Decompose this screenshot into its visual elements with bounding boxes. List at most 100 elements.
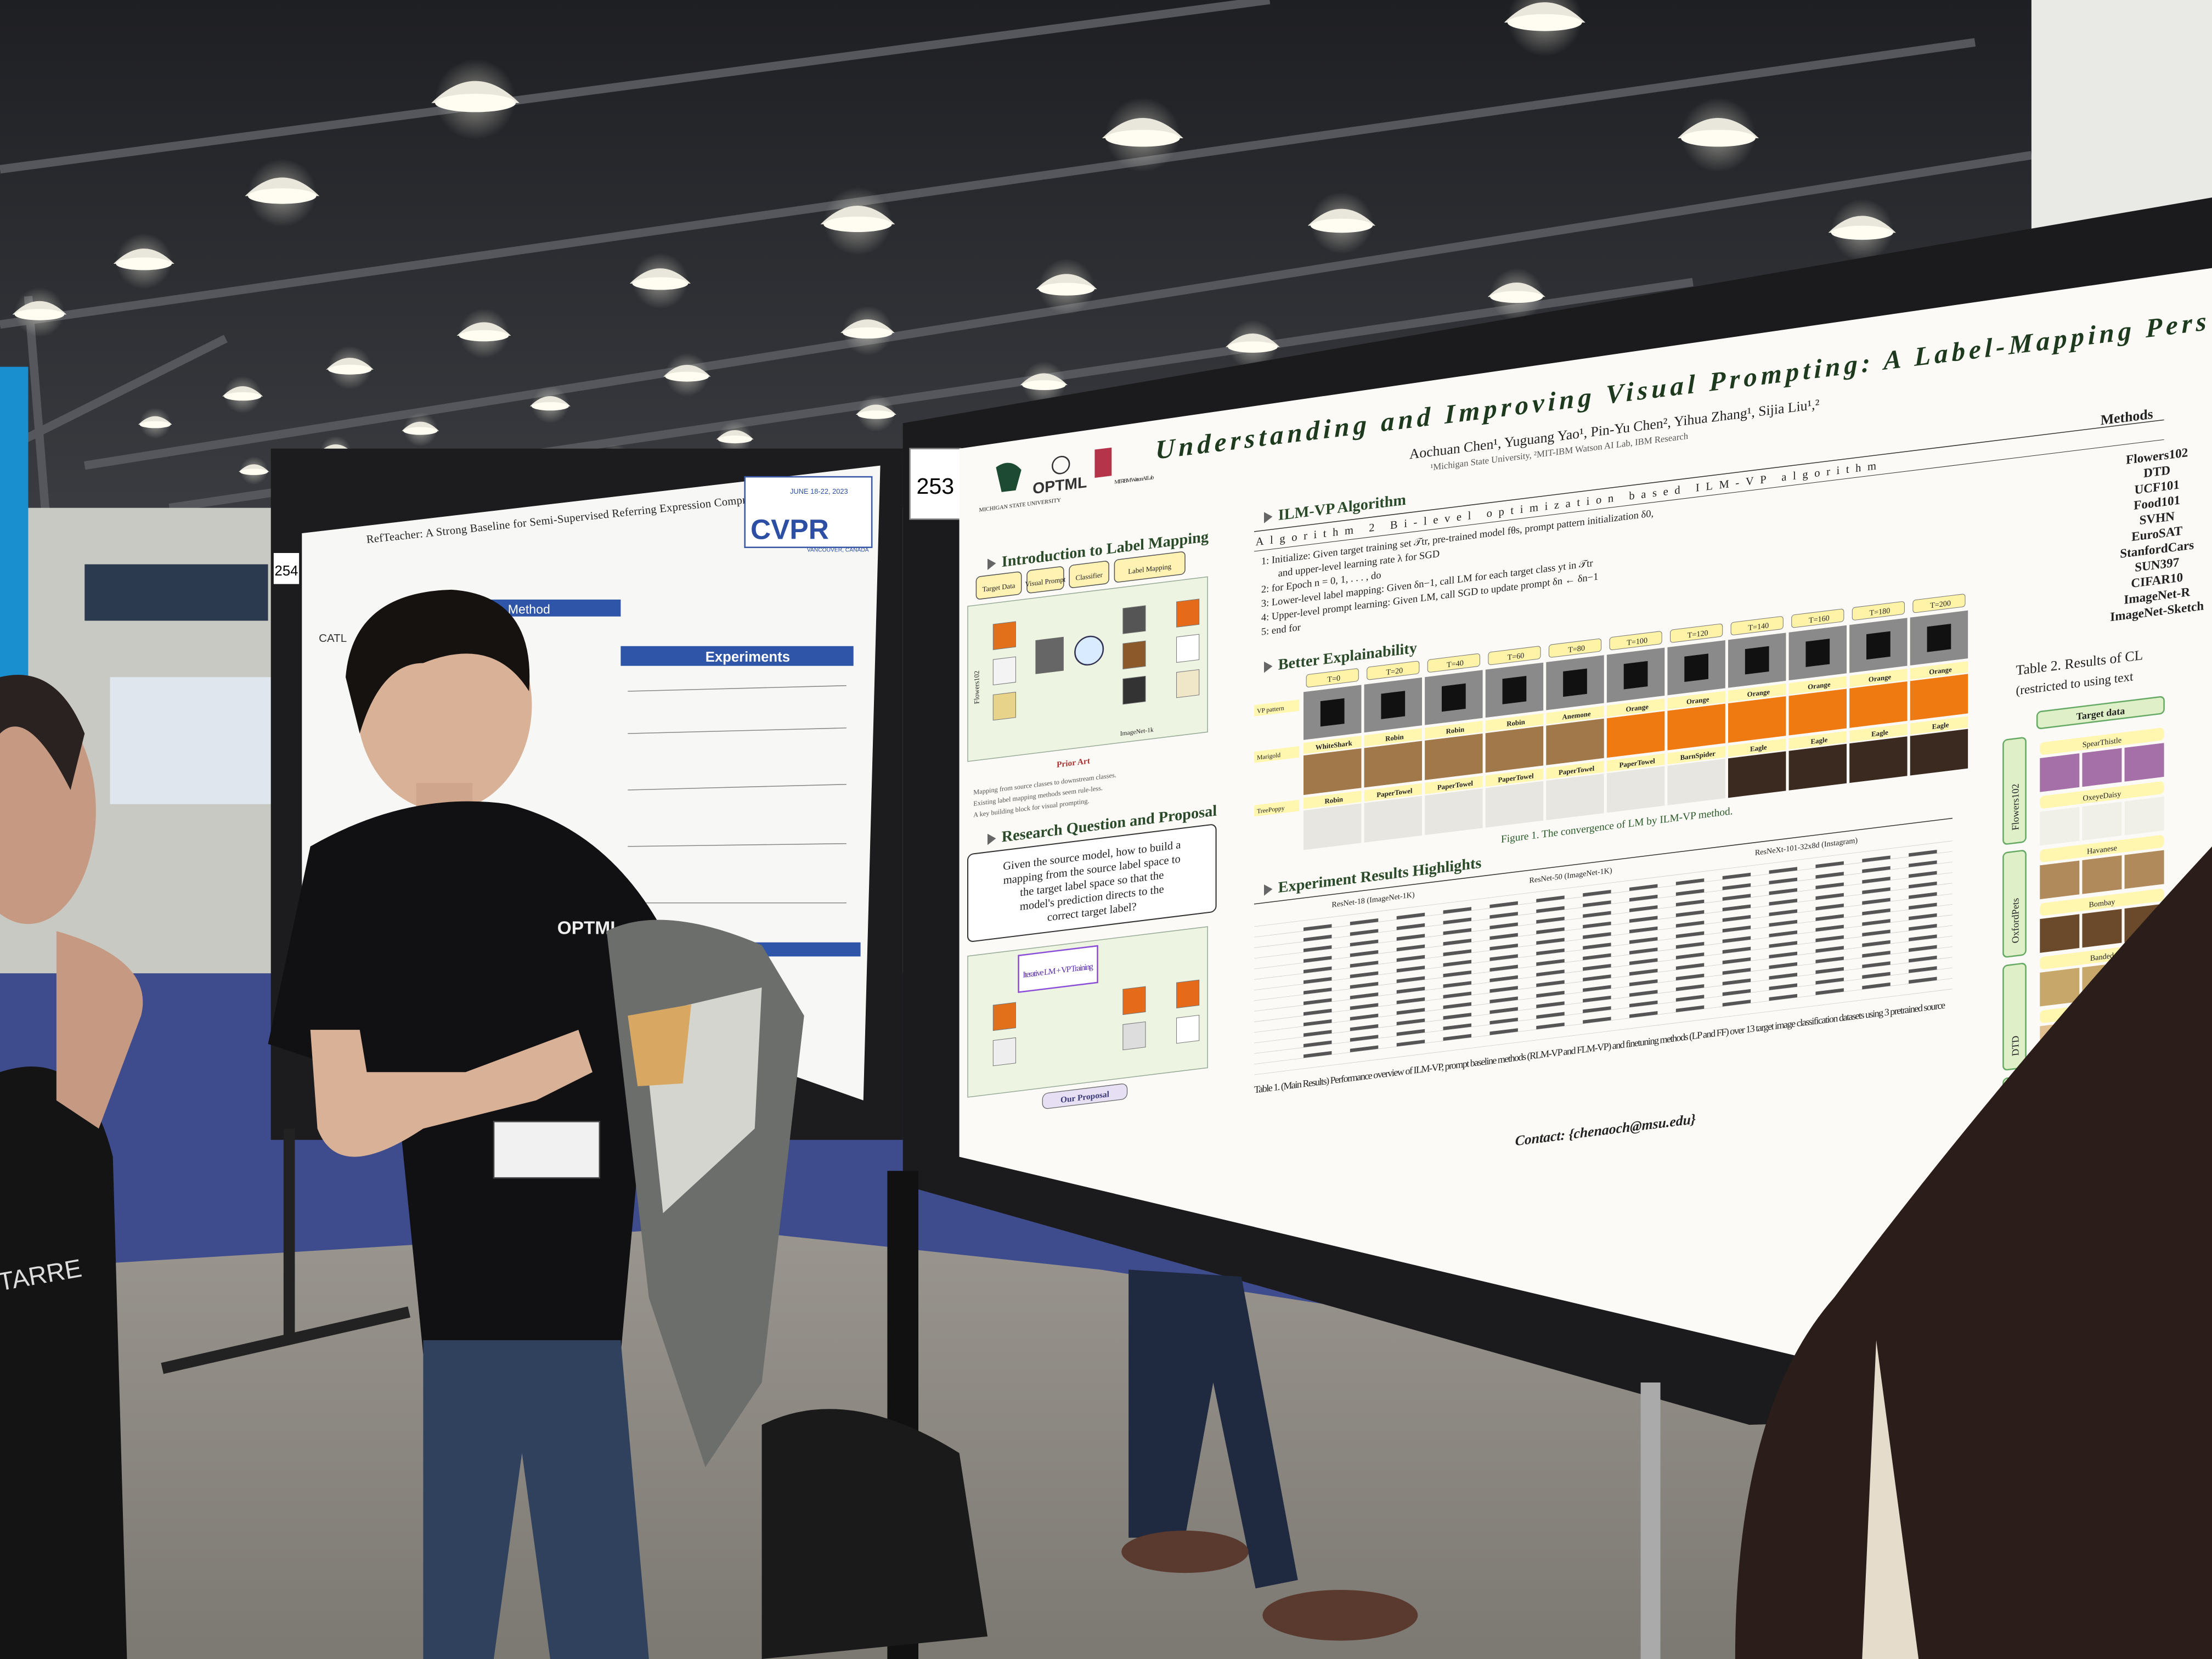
table-cell-text xyxy=(1304,988,1332,995)
vp-hole xyxy=(1442,683,1466,712)
table-row xyxy=(1254,840,1953,927)
poster-number: 253 xyxy=(917,473,955,499)
shape xyxy=(493,1121,601,1179)
class-image xyxy=(2124,743,2164,782)
diagram-box xyxy=(1114,551,1186,583)
table-cell-text xyxy=(1443,939,1471,946)
shape xyxy=(1121,1531,1249,1573)
vp-hole xyxy=(1927,624,1951,652)
table-cell-text xyxy=(1629,894,1658,902)
section-bar xyxy=(620,646,854,666)
table-cell-text xyxy=(1583,963,1611,971)
table-cell-text xyxy=(1862,877,1891,884)
table-cell-text xyxy=(1675,941,1705,949)
table-cell-text xyxy=(1909,966,1937,973)
thumbnail xyxy=(1176,669,1200,698)
prompt-box xyxy=(1035,636,1064,674)
table-cell-text xyxy=(1862,961,1891,968)
label-image xyxy=(1546,774,1604,821)
label-image xyxy=(1728,696,1786,743)
table-row xyxy=(1254,915,1953,1001)
conference: CVPR xyxy=(751,513,829,545)
board-foot xyxy=(161,1306,411,1374)
light-bulb xyxy=(403,427,438,435)
thumbnail xyxy=(1122,986,1146,1015)
table-cell-text xyxy=(1815,988,1844,995)
table-cell-text xyxy=(1909,860,1937,867)
label-tag xyxy=(1606,698,1665,717)
table-row xyxy=(1254,957,1953,1043)
table-cell-text xyxy=(1862,908,1891,916)
label-image xyxy=(1546,718,1604,765)
poster-number-tag xyxy=(273,553,300,584)
table-cell-text xyxy=(1350,950,1379,957)
step-label: T=120 xyxy=(1688,629,1708,640)
banner xyxy=(0,366,29,691)
table-cell-text xyxy=(1815,904,1844,911)
label-tag xyxy=(1304,735,1362,754)
step-tag xyxy=(1912,594,1966,613)
step-tag xyxy=(1427,653,1480,673)
class-image xyxy=(2040,968,2080,1007)
table-cell-text xyxy=(1443,1034,1471,1041)
thumbnail xyxy=(1176,599,1200,628)
table-cell-text xyxy=(1722,989,1751,996)
table-cell-text xyxy=(1396,986,1425,994)
table-cell-text xyxy=(1629,905,1658,912)
table-cell-text xyxy=(1815,861,1844,868)
table-cell-text xyxy=(1815,914,1844,921)
vp-hole xyxy=(1745,646,1769,675)
vp-hole xyxy=(1684,653,1708,682)
table-cell-text xyxy=(1443,1023,1471,1030)
table-cell-text xyxy=(1862,855,1891,862)
table-cell-text xyxy=(1629,990,1658,997)
table-cell-text xyxy=(1815,956,1844,963)
mapped-label: Robin xyxy=(1325,795,1344,805)
table-cell-text xyxy=(1909,913,1937,921)
step-tag xyxy=(1367,661,1420,680)
table-cell-text xyxy=(1489,1007,1518,1014)
backpack xyxy=(761,1409,988,1659)
table-cell-text xyxy=(1769,930,1798,938)
table-row xyxy=(1254,946,1953,1033)
table-cell-text xyxy=(1769,909,1798,916)
table-cell-text xyxy=(1675,1005,1705,1013)
table-row xyxy=(1254,861,1953,948)
table-cell-text xyxy=(1443,1013,1471,1020)
logo-mark xyxy=(996,462,1022,492)
table-cell-text xyxy=(1536,906,1565,913)
mapped-label: Eagle xyxy=(1811,736,1828,746)
step-label: T=40 xyxy=(1447,659,1464,670)
light-bulb xyxy=(139,421,171,428)
row-label: TreePoppy xyxy=(1257,804,1285,815)
mapped-label: Orange xyxy=(1869,673,1892,684)
thumbnail xyxy=(992,691,1016,721)
step-tag xyxy=(1730,616,1784,635)
thumbnail xyxy=(1122,605,1146,634)
conference-dates: JUNE 18-22, 2023 xyxy=(790,487,848,495)
table-cell-text xyxy=(1722,883,1751,890)
class-tag xyxy=(2040,781,2164,809)
table-cell-text xyxy=(1769,994,1798,1001)
shape xyxy=(1262,1590,1418,1641)
table-cell-text xyxy=(1489,964,1518,972)
class-label: Banded xyxy=(2090,951,2114,963)
table-cell-text xyxy=(1536,1012,1565,1019)
shape xyxy=(423,1340,649,1659)
section-heading: Experiments xyxy=(706,650,790,665)
step-tag xyxy=(1548,638,1602,658)
group-tag xyxy=(2002,737,2027,845)
proposal-box xyxy=(1018,945,1098,994)
table-cell-text xyxy=(1629,947,1658,955)
table-cell-text xyxy=(1583,985,1611,992)
label-image xyxy=(1364,741,1422,788)
table-cell-text xyxy=(1396,966,1425,973)
shape xyxy=(56,931,143,1129)
table-cell-text xyxy=(1909,955,1937,963)
table-cell-text xyxy=(1443,949,1471,956)
table-cell-text xyxy=(1396,997,1425,1005)
label-image xyxy=(1304,803,1362,850)
booth xyxy=(84,564,268,621)
table-cell-text xyxy=(1722,946,1751,954)
table-cell-text xyxy=(1396,934,1425,941)
